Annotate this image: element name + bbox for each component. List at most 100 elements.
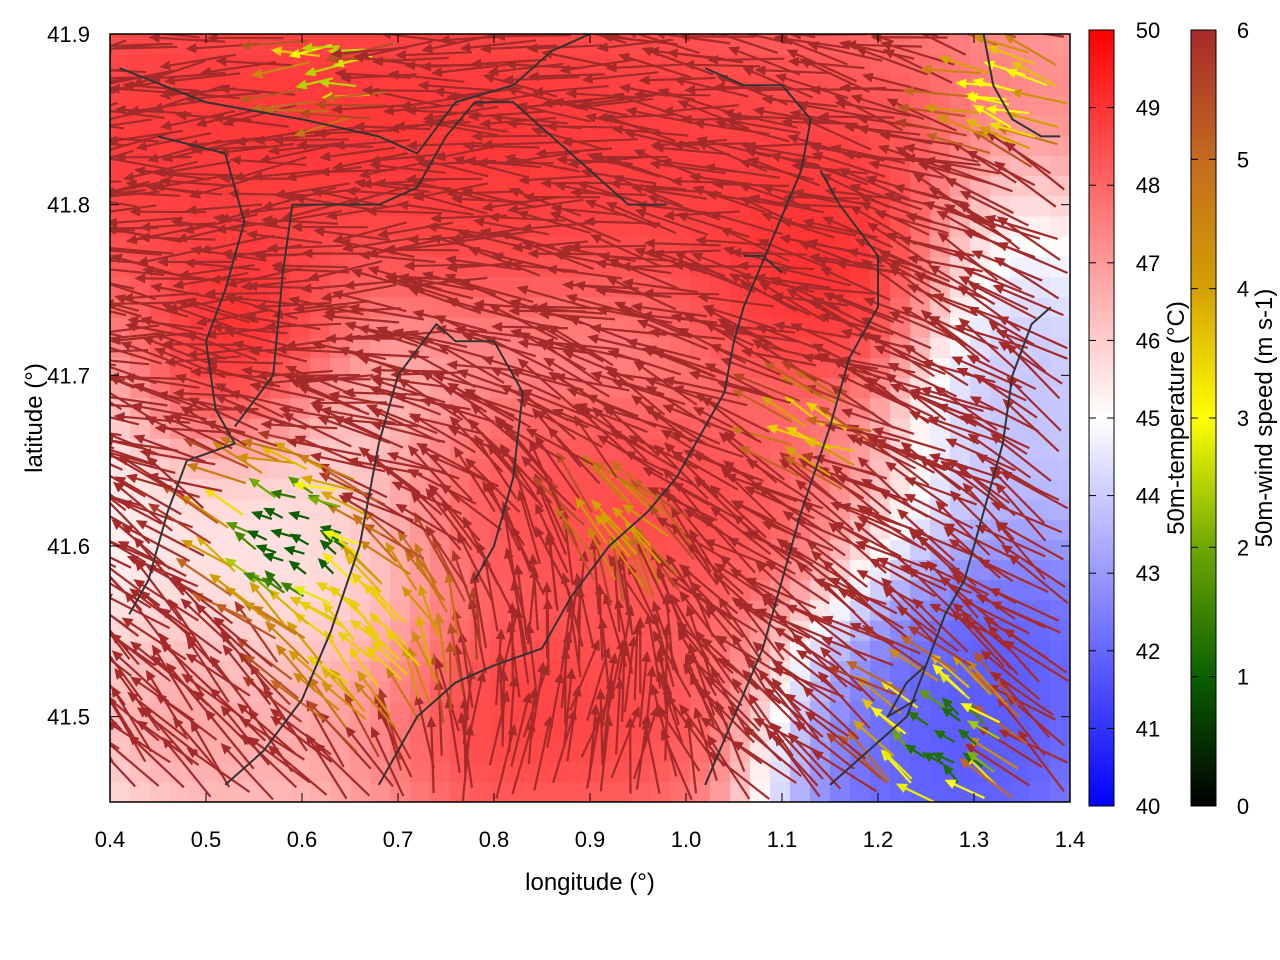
temperature-cell — [910, 761, 931, 783]
wind-arrow-shaft — [572, 244, 647, 249]
temperature-cell — [230, 539, 251, 561]
temperature-cell — [870, 599, 891, 621]
wind-arrow-head — [96, 243, 107, 253]
temperature-cell — [910, 721, 931, 742]
temperature-cell — [250, 781, 271, 802]
wind-arrow-head — [93, 671, 103, 683]
wind-arrow-head — [68, 674, 79, 685]
temperature-cell — [930, 337, 951, 358]
temperature-cell — [830, 781, 851, 802]
temperature-cell — [550, 680, 571, 702]
temperature-cell — [110, 781, 131, 802]
temperature-cell — [1050, 579, 1070, 601]
temperature-cell — [1030, 680, 1051, 702]
temperature-cell — [490, 559, 511, 581]
temperature-cell — [270, 539, 291, 561]
temperature-cell — [430, 761, 451, 783]
wind-arrow-head — [64, 290, 76, 300]
temperature-cell — [470, 680, 491, 702]
wind-arrow-head — [55, 397, 66, 407]
temperature-cell — [310, 316, 331, 338]
temperature-cell — [330, 316, 351, 338]
temperature-cell — [150, 761, 171, 783]
temperature-cell — [1050, 519, 1070, 540]
temperature-cell — [570, 215, 591, 237]
temperature-cell — [830, 640, 851, 662]
wind-arrow-shaft — [164, 342, 239, 346]
temperature-cell — [570, 438, 591, 460]
temperature-cell — [510, 135, 531, 156]
temperature-cell — [1050, 377, 1070, 399]
temperature-cell — [810, 620, 831, 641]
wind-arrow-head — [110, 84, 111, 89]
temperature-cell — [710, 236, 731, 257]
temperature-cell — [1050, 458, 1070, 480]
temperature-cell — [1030, 175, 1051, 197]
temperature-cell — [650, 296, 671, 318]
temperature-cell — [830, 680, 851, 702]
temperature-cell — [770, 337, 791, 358]
temperature-cell — [1010, 236, 1031, 257]
temperature-cell — [590, 761, 611, 783]
wind-arrow-shaft — [820, 115, 895, 119]
temperature-cell — [870, 781, 891, 802]
wind-arrow-shaft — [207, 292, 282, 295]
wind-arrow-shaft — [110, 90, 116, 94]
temperature-cell — [470, 781, 491, 802]
temperature-cell — [430, 741, 451, 763]
temperature-cell — [1050, 761, 1070, 783]
wind-arrow-head — [89, 554, 100, 565]
temperature-cell — [370, 539, 391, 561]
temperature-cell — [270, 559, 291, 581]
temperature-cell — [610, 741, 631, 763]
wind-arrow-shaft — [548, 125, 623, 129]
temperature-cell — [490, 761, 511, 783]
temperature-cell — [790, 579, 811, 601]
temperature-cell — [530, 741, 551, 763]
temperature-cell — [610, 135, 631, 156]
temperature-cell — [350, 781, 371, 802]
temperature-cell — [730, 478, 751, 500]
temperature-cell — [570, 34, 591, 55]
wind-arrow-head — [110, 298, 114, 309]
temperature-cell — [230, 781, 251, 802]
wind-arrow-head — [82, 443, 94, 453]
temperature-cell — [370, 478, 391, 500]
temperature-cell — [930, 620, 951, 641]
temperature-cell — [730, 781, 751, 802]
temperature-cell — [290, 539, 311, 561]
temperature-cell — [1050, 438, 1070, 460]
temperature-cell — [370, 337, 391, 358]
temperature-cell — [210, 721, 231, 742]
temperature-cell — [650, 781, 671, 802]
wind-arrow-head — [83, 274, 95, 284]
wind-arrow-head — [79, 458, 91, 468]
wind-arrow-head — [83, 329, 95, 339]
temperature-cell — [1030, 498, 1051, 520]
temperature-cell — [530, 155, 551, 177]
temperature-cell — [310, 781, 331, 802]
wind-arrow-head — [56, 648, 68, 658]
temperature-cell — [530, 640, 551, 662]
temperature-cell — [950, 498, 971, 520]
temperature-cell — [1010, 700, 1031, 722]
temperature-cell — [190, 559, 211, 581]
temperature-cell — [230, 660, 251, 682]
temperature-cell — [130, 660, 151, 682]
temperature-cell — [830, 741, 851, 763]
wind-arrow-shaft — [110, 101, 119, 107]
temperature-cell — [210, 195, 231, 217]
temperature-cell — [170, 175, 191, 197]
wind-arrow-head — [36, 193, 47, 203]
temperature-cell — [1010, 276, 1031, 298]
temperature-cell — [210, 781, 231, 802]
wind-arrow-head — [64, 584, 76, 594]
wind-arrow-shaft — [364, 88, 439, 93]
temperature-cell — [350, 761, 371, 783]
temperature-cell — [870, 397, 891, 419]
temperature-cell — [830, 599, 851, 621]
temperature-cell — [550, 276, 571, 298]
wind-arrow-shaft — [110, 780, 111, 783]
temperature-cell — [950, 781, 971, 802]
